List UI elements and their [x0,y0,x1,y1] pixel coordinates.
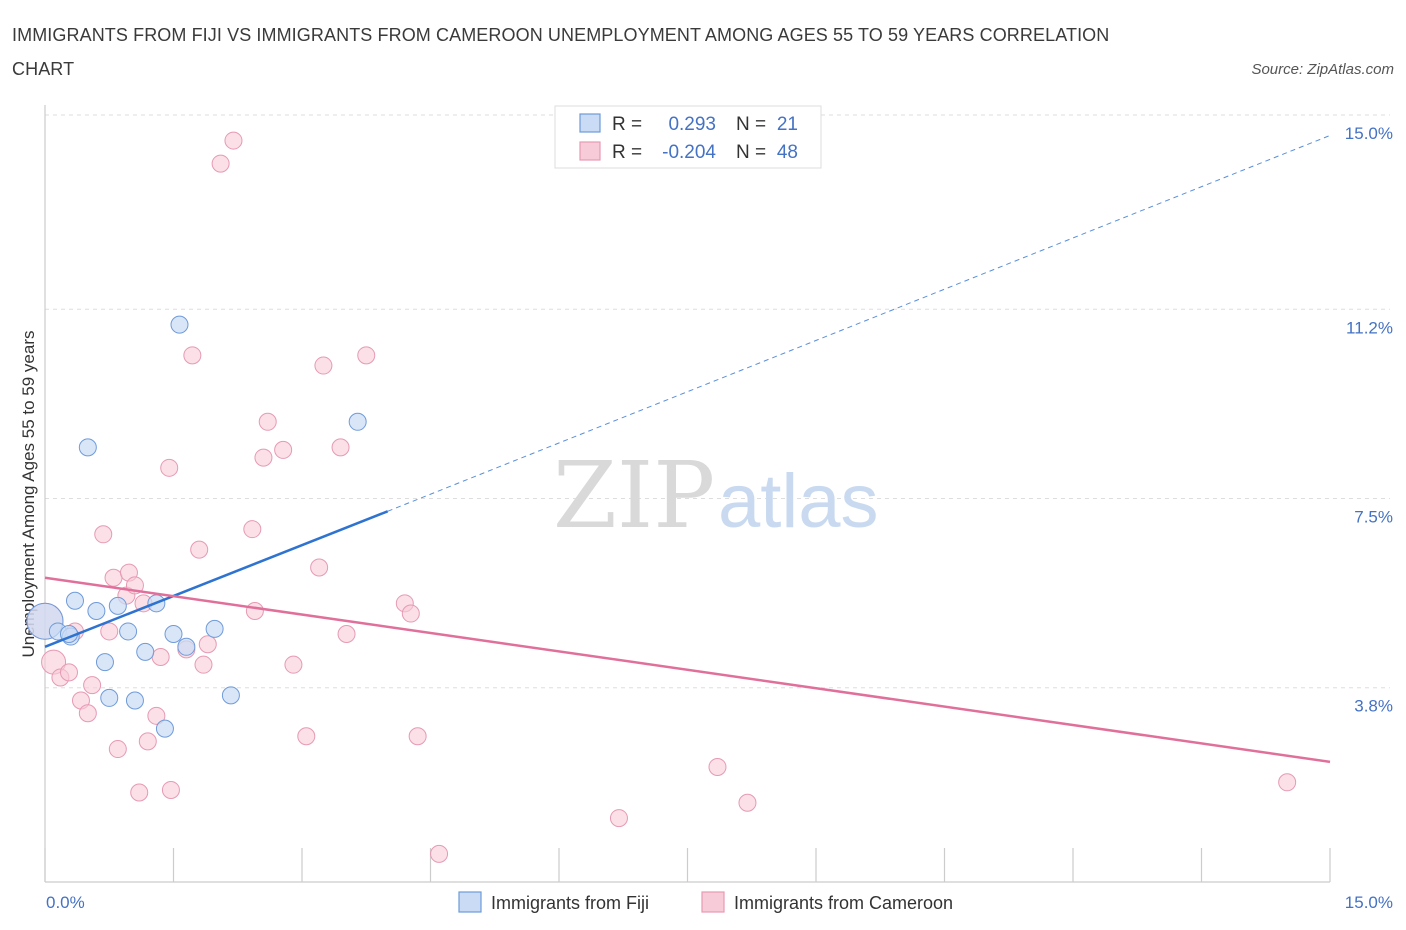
y-tick-labels: 3.8% 7.5% 11.2% 15.0% [1345,124,1393,716]
cameroon-point [337,625,356,644]
bottom-legend-swatch-cameroon [701,891,725,913]
y-axis-title: Unemployment Among Ages 55 to 59 years [19,331,38,658]
bottom-legend-swatch-fiji [458,891,482,913]
watermark-atlas: atlas [718,459,879,544]
cameroon-point [147,706,166,725]
cameroon-point [94,525,113,544]
legend-fiji-r-label: R = [612,114,642,135]
cameroon-point [224,131,243,150]
fiji-point [65,591,84,610]
cameroon-point [297,727,316,746]
fiji-point [100,688,119,707]
cameroon-point [284,655,303,674]
fiji-trend-line [44,510,389,648]
bottom-legend-label-cameroon: Immigrants from Cameroon [734,893,953,913]
legend-cameroon-r-value: -0.204 [662,142,716,163]
cameroon-point [161,780,180,799]
cameroon-point [83,676,102,695]
bottom-legend-label-fiji: Immigrants from Fiji [491,893,649,913]
cameroon-point [401,604,420,623]
cameroon-point [314,356,333,375]
fiji-point [78,438,97,457]
legend-fiji-n-value: 21 [777,114,798,135]
fiji-point [177,637,196,656]
fiji-point [87,601,106,620]
fiji-point [136,642,155,661]
cameroon-point [254,448,273,467]
fiji-point [170,315,189,334]
cameroon-point [104,568,123,587]
cameroon-point [190,540,209,559]
x-tick-label-start: 0.0% [46,893,85,912]
cameroon-point [151,648,170,667]
cameroon-trend-line [44,576,1331,764]
cameroon-point [609,809,628,828]
cameroon-point [310,558,329,577]
fiji-point [155,719,174,738]
cameroon-point [198,635,217,654]
cameroon-point [194,655,213,674]
cameroon-point [738,793,757,812]
cameroon-point [100,622,119,641]
trend-lines [44,134,1331,764]
y-tick-label: 11.2% [1346,318,1393,337]
legend-swatch-cameroon [579,141,601,161]
cameroon-point [243,520,262,539]
fiji-point [164,625,183,644]
legend-fiji-r-value: 0.293 [668,114,716,135]
stats-legend: R = 0.293 N = 21 R = -0.204 N = 48 [554,105,822,169]
legend-cameroon-n-label: N = [736,142,766,163]
legend-swatch-fiji [579,113,601,133]
y-tick-label: 3.8% [1354,697,1393,716]
cameroon-point [59,663,78,682]
cameroon-point [331,438,350,457]
cameroon-point [708,757,727,776]
cameroon-point [78,704,97,723]
watermark-zip: ZIP [553,442,715,549]
cameroon-point [430,844,449,863]
series-legend: Immigrants from Fiji Immigrants from Cam… [458,891,953,913]
cameroon-point [357,346,376,365]
cameroon-point [138,732,157,751]
fiji-point [108,596,127,615]
legend-cameroon-r-label: R = [612,142,642,163]
fiji-point [205,619,224,638]
fiji-trend-extrapolation [387,134,1331,512]
fiji-point [221,686,240,705]
legend-fiji-n-label: N = [736,114,766,135]
fiji-point [125,691,144,710]
cameroon-point [211,154,230,173]
cameroon-point [245,601,264,620]
series-fiji-points [26,315,367,738]
legend-cameroon-n-value: 48 [777,142,798,163]
cameroon-point [274,440,293,459]
x-tick-label-end: 15.0% [1345,893,1393,912]
grid-lines [45,114,1390,689]
axes [44,105,1331,883]
y-tick-label: 7.5% [1354,508,1393,527]
series-cameroon-points [26,131,1297,863]
watermark: ZIP atlas [553,442,879,549]
cameroon-point [183,346,202,365]
x-tick-labels: 0.0% 15.0% [46,893,1393,912]
fiji-point [95,653,114,672]
cameroon-point [108,740,127,759]
cameroon-point [130,783,149,802]
y-tick-label: 15.0% [1345,124,1393,143]
chart-title: IMMIGRANTS FROM FIJI VS IMMIGRANTS FROM … [12,25,1110,79]
fiji-point [119,622,138,641]
fiji-point [348,412,367,431]
source-label: Source: ZipAtlas.com [1251,61,1394,78]
cameroon-point [408,727,427,746]
cameroon-point [1278,773,1297,792]
cameroon-point [258,412,277,431]
cameroon-point [160,458,179,477]
